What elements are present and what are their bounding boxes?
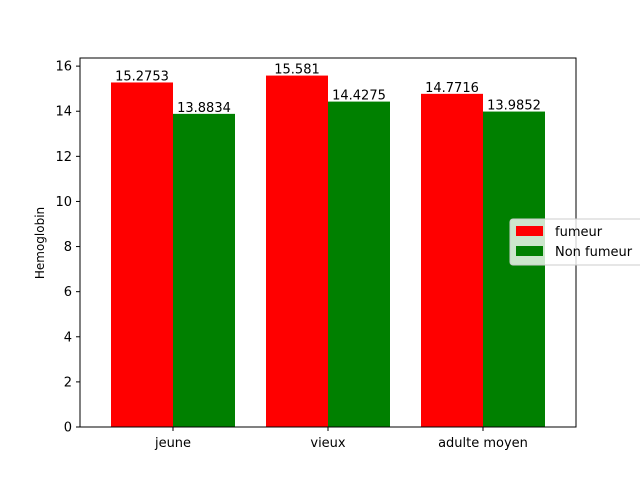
value-label: 14.4275 xyxy=(332,89,386,104)
value-label: 15.581 xyxy=(274,63,320,78)
value-labels-group: 15.2753 15.581 14.7716 13.8834 14.4275 13.985… xyxy=(115,63,541,116)
x-axis: jeune vieux adulte moyen xyxy=(154,427,528,451)
value-label: 14.7716 xyxy=(425,81,479,96)
y-axis: 0 2 4 6 8 10 12 14 16 xyxy=(55,60,80,436)
y-tick-label: 0 xyxy=(64,421,72,436)
value-label: 13.8834 xyxy=(177,101,231,116)
value-label: 15.2753 xyxy=(115,69,169,84)
bar-non-fumeur-vieux xyxy=(328,101,390,427)
y-tick-label: 16 xyxy=(55,60,72,75)
legend-swatch xyxy=(516,226,543,236)
legend: fumeur Non fumeur xyxy=(509,218,640,266)
bar-fumeur-jeune xyxy=(111,82,173,427)
bar-fumeur-vieux xyxy=(266,75,328,427)
bar-fumeur-adulte-moyen xyxy=(421,93,483,427)
legend-swatch xyxy=(516,246,543,256)
y-tick-label: 10 xyxy=(55,195,72,210)
y-tick-label: 2 xyxy=(64,375,72,390)
x-tick-label: vieux xyxy=(310,436,346,451)
x-tick-label: jeune xyxy=(154,436,191,451)
bars-group xyxy=(111,75,545,428)
x-tick-label: adulte moyen xyxy=(438,436,528,451)
bar-non-fumeur-adulte-moyen xyxy=(483,111,545,427)
value-label: 13.9852 xyxy=(487,99,541,114)
legend-label: fumeur xyxy=(555,225,603,240)
y-tick-label: 12 xyxy=(55,150,72,165)
y-axis-label: Hemoglobin xyxy=(33,207,47,279)
legend-label: Non fumeur xyxy=(555,245,633,260)
y-tick-label: 6 xyxy=(64,285,72,300)
bar-non-fumeur-jeune xyxy=(173,113,235,428)
y-tick-label: 4 xyxy=(64,330,72,345)
y-tick-label: 14 xyxy=(55,105,72,120)
y-tick-label: 8 xyxy=(64,240,72,255)
